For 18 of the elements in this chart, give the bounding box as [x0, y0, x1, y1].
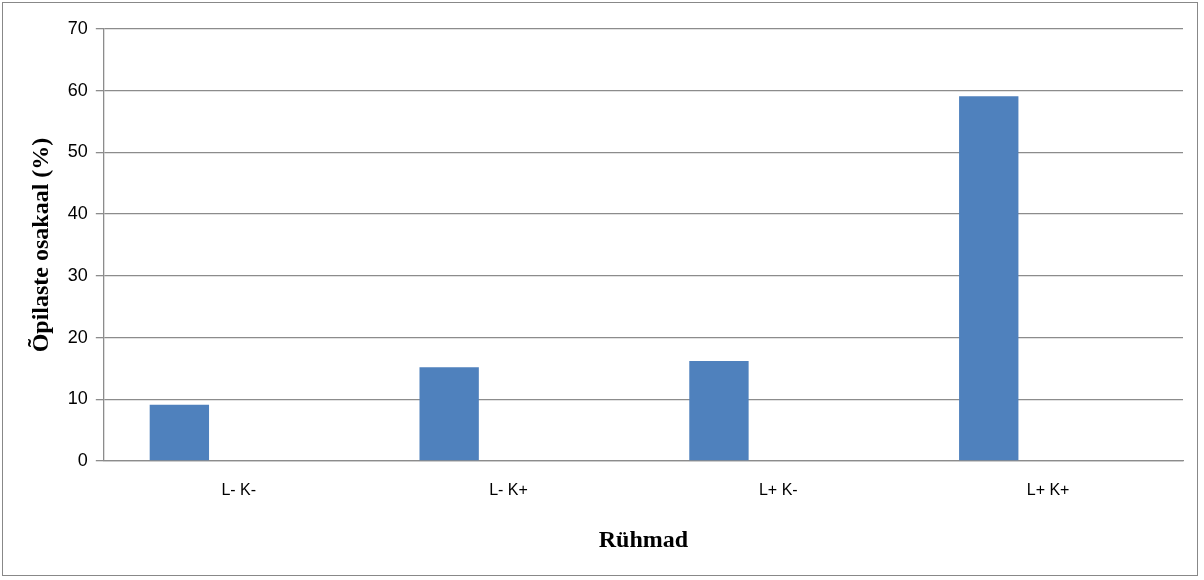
- y-tick-label: 30: [67, 264, 88, 285]
- bar: [149, 404, 210, 461]
- y-tick-label: 10: [67, 388, 88, 409]
- y-tick-label: 60: [67, 79, 88, 100]
- x-tick-label: L+ K-: [758, 481, 798, 499]
- bar: [689, 361, 749, 461]
- y-tick-label: 20: [67, 326, 88, 347]
- bar: [959, 96, 1019, 461]
- x-tick-label: L- K+: [489, 481, 528, 499]
- bar: [419, 367, 479, 461]
- y-tick-label: 0: [77, 449, 88, 470]
- y-tick-label: 40: [67, 203, 88, 224]
- y-axis-title: Õpilaste osakaal (%): [26, 137, 53, 353]
- x-axis-title: Rühmad: [598, 525, 689, 552]
- x-tick-label: L- K-: [221, 481, 257, 499]
- y-tick-label: 50: [67, 141, 88, 162]
- y-tick-label: 70: [67, 17, 88, 38]
- x-tick-label: L+ K+: [1026, 481, 1070, 499]
